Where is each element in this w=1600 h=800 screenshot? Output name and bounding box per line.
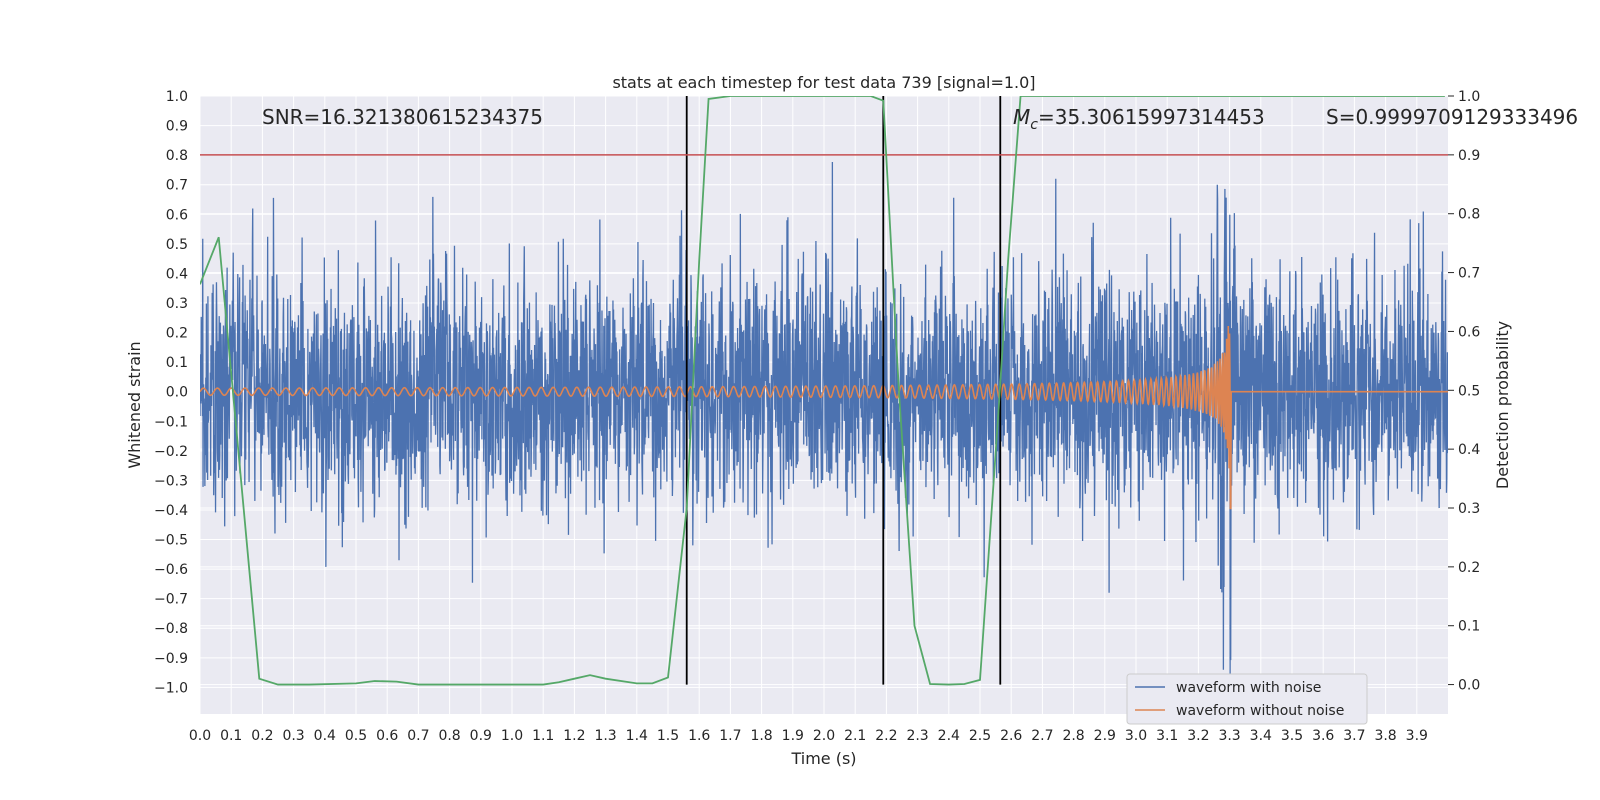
- x-tick-label: 1.0: [501, 728, 523, 744]
- y-left-tick-label: 0.3: [166, 296, 188, 312]
- y-right-tick-label: 0.7: [1458, 266, 1480, 282]
- y-right-tick-label: 0.0: [1458, 678, 1480, 694]
- y-left-tick-label: −0.4: [154, 503, 188, 519]
- x-tick-label: 0.5: [345, 728, 367, 744]
- y-left-tick-label: 0.4: [166, 266, 188, 282]
- y-right-tick-label: 1.0: [1458, 89, 1480, 105]
- x-tick-label: 0.3: [282, 728, 304, 744]
- x-tick-label: 0.6: [376, 728, 398, 744]
- legend-label-waveform-without-noise: waveform without noise: [1176, 703, 1344, 719]
- y-left-tick-label: −0.7: [154, 592, 188, 608]
- x-tick-label: 1.2: [563, 728, 585, 744]
- y-axis-right-label: Detection probability: [1493, 321, 1512, 489]
- series-line-waveform-with-noise: [200, 161, 1448, 688]
- y-left-tick-label: 0.5: [166, 237, 188, 253]
- x-tick-label: 0.4: [314, 728, 336, 744]
- y-right-tick-label: 0.1: [1458, 619, 1480, 635]
- x-tick-label: 0.8: [438, 728, 460, 744]
- series-line-detection-probability: [200, 96, 1445, 686]
- y-right-tick-label: 0.5: [1458, 383, 1480, 399]
- x-tick-label: 1.6: [688, 728, 710, 744]
- y-left-tick-label: 0.7: [166, 178, 188, 194]
- x-tick-label: 2.9: [1094, 728, 1116, 744]
- x-tick-label: 0.1: [220, 728, 242, 744]
- x-tick-label: 3.9: [1406, 728, 1428, 744]
- y-left-tick-label: 0.9: [166, 119, 188, 135]
- legend-label-waveform-with-noise: waveform with noise: [1176, 680, 1321, 696]
- y-right-tick-label: 0.6: [1458, 324, 1480, 340]
- x-tick-label: 2.2: [875, 728, 897, 744]
- x-tick-label: 3.3: [1218, 728, 1240, 744]
- series-line-waveform-without-noise: [200, 325, 1448, 510]
- x-tick-label: 2.5: [969, 728, 991, 744]
- y-left-tick-label: −1.0: [154, 680, 188, 696]
- x-axis-label: Time (s): [790, 749, 856, 768]
- chart-title: stats at each timestep for test data 739…: [612, 73, 1035, 92]
- x-tick-label: 2.3: [906, 728, 928, 744]
- x-tick-label: 3.8: [1374, 728, 1396, 744]
- snr-annotation: SNR=16.321380615234375: [262, 105, 543, 129]
- x-tick-label: 3.0: [1125, 728, 1147, 744]
- x-tick-label: 1.3: [594, 728, 616, 744]
- y-left-tick-label: 1.0: [166, 89, 188, 105]
- x-tick-label: 1.8: [750, 728, 772, 744]
- legend: waveform with noise waveform without noi…: [1126, 673, 1368, 725]
- x-tick-label: 0.0: [189, 728, 211, 744]
- y-axis-left-ticks: 1.0 0.9 0.8 0.7 0.6 0.5 0.4 0.3 0.2 0.1 0.0 −0.1 −0.…: [154, 89, 188, 696]
- y-left-tick-label: −0.3: [154, 473, 188, 489]
- x-tick-label: 1.5: [657, 728, 679, 744]
- legend-box: [1126, 673, 1368, 725]
- y-left-tick-label: −0.6: [154, 562, 188, 578]
- x-tick-label: 3.5: [1281, 728, 1303, 744]
- x-tick-label: 2.7: [1031, 728, 1053, 744]
- score-annotation: S=0.9999709129333496: [1326, 105, 1578, 129]
- x-tick-label: 1.7: [719, 728, 741, 744]
- x-tick-label: 2.1: [844, 728, 866, 744]
- x-tick-label: 2.4: [938, 728, 960, 744]
- x-tick-label: 1.9: [782, 728, 804, 744]
- x-tick-label: 1.4: [626, 728, 648, 744]
- x-tick-label: 2.8: [1062, 728, 1084, 744]
- y-left-tick-label: −0.2: [154, 444, 188, 460]
- y-right-tick-label: 0.9: [1458, 148, 1480, 164]
- y-left-tick-label: −0.5: [154, 533, 188, 549]
- chirp-mass-annotation: Mc=35.30615997314453: [1013, 105, 1265, 133]
- x-tick-label: 2.0: [813, 728, 835, 744]
- x-tick-label: 0.9: [470, 728, 492, 744]
- x-tick-label: 0.2: [251, 728, 273, 744]
- x-tick-label: 3.7: [1343, 728, 1365, 744]
- y-right-tick-label: 0.3: [1458, 501, 1480, 517]
- x-axis-ticks: 0.0 0.1 0.2 0.3 0.4 0.5 0.6 0.7 0.8 0.9 1.0 1.1 1.2 1…: [189, 728, 1428, 744]
- y-axis-right-ticks: 1.0 0.9 0.8 0.7 0.6 0.5 0.4 0.3 0.2 0.1 0.0: [1448, 89, 1480, 694]
- x-tick-label: 3.6: [1312, 728, 1334, 744]
- y-right-tick-label: 0.2: [1458, 560, 1480, 576]
- y-axis-left-label: Whitened strain: [125, 341, 144, 468]
- x-tick-label: 1.1: [532, 728, 554, 744]
- plot-area: [200, 96, 1448, 688]
- x-tick-label: 2.6: [1000, 728, 1022, 744]
- y-left-tick-label: 0.6: [166, 207, 188, 223]
- y-left-tick-label: 0.0: [166, 385, 188, 401]
- y-left-tick-label: −0.8: [154, 621, 188, 637]
- x-tick-label: 3.2: [1187, 728, 1209, 744]
- x-tick-label: 0.7: [407, 728, 429, 744]
- y-left-tick-label: 0.8: [166, 148, 188, 164]
- y-left-tick-label: 0.1: [166, 355, 188, 371]
- y-right-tick-label: 0.4: [1458, 442, 1480, 458]
- y-right-tick-label: 0.8: [1458, 207, 1480, 223]
- y-left-tick-label: 0.2: [166, 326, 188, 342]
- y-left-tick-label: −0.9: [154, 651, 188, 667]
- x-tick-label: 3.1: [1156, 728, 1178, 744]
- x-tick-label: 3.4: [1250, 728, 1272, 744]
- y-left-tick-label: −0.1: [154, 414, 188, 430]
